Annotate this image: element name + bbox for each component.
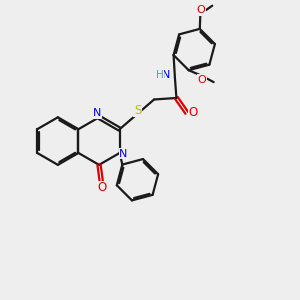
Text: O: O <box>198 75 206 85</box>
Text: N: N <box>162 70 170 80</box>
Text: H: H <box>156 70 163 80</box>
Text: O: O <box>98 181 106 194</box>
Text: N: N <box>93 108 102 118</box>
Text: S: S <box>134 104 142 117</box>
Text: O: O <box>196 5 205 15</box>
Text: N: N <box>119 148 128 159</box>
Text: O: O <box>189 106 198 119</box>
